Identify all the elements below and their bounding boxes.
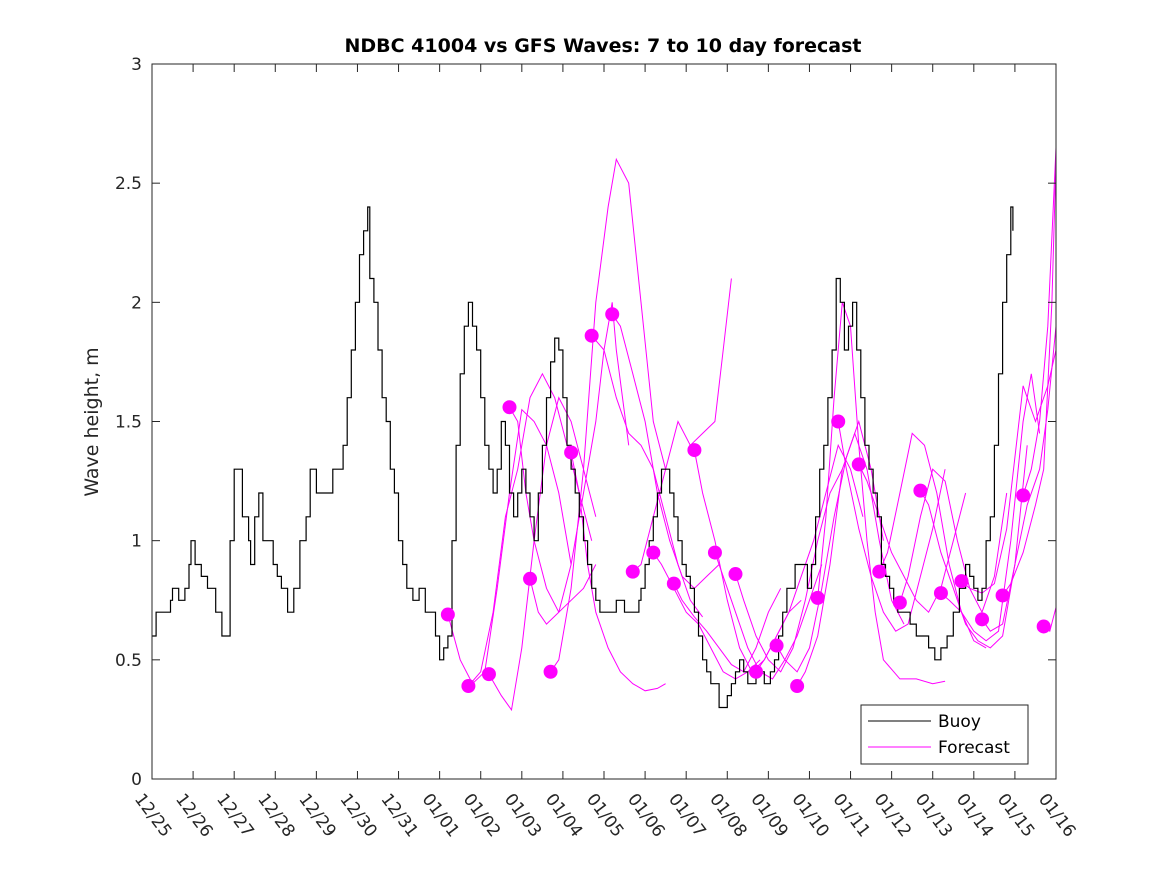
forecast-marker <box>769 638 784 653</box>
forecast-marker <box>810 590 825 605</box>
forecast-marker <box>975 612 990 627</box>
forecast-line <box>919 445 1028 649</box>
forecast-marker <box>687 443 702 458</box>
forecast-line <box>735 468 843 673</box>
forecast-line <box>714 552 823 680</box>
forecast-line <box>550 157 667 673</box>
buoy-line <box>152 206 1014 709</box>
buoy-series <box>152 206 1014 709</box>
forecast-marker <box>851 457 866 472</box>
forecast-marker <box>707 545 722 560</box>
forecast-line <box>817 302 946 685</box>
forecast-marker <box>913 483 928 498</box>
forecast-marker <box>954 574 969 589</box>
forecast-line <box>652 552 761 680</box>
y-tick-label: 2.5 <box>115 174 142 194</box>
forecast-marker <box>461 679 476 694</box>
y-axis-label: Wave height, m <box>81 347 103 496</box>
forecast-marker <box>1036 619 1051 634</box>
forecast-marker <box>728 567 743 582</box>
forecast-marker <box>1016 488 1031 503</box>
forecast-markers <box>440 307 1051 694</box>
forecast-marker <box>543 664 558 679</box>
chart-title: NDBC 41004 vs GFS Waves: 7 to 10 day for… <box>344 35 861 57</box>
forecast-line <box>899 468 1008 614</box>
forecast-marker <box>523 571 538 586</box>
forecast-marker <box>872 564 887 579</box>
forecast-marker <box>584 328 599 343</box>
forecast-line <box>1022 147 1057 496</box>
forecast-marker <box>790 679 805 694</box>
forecast-line <box>837 421 946 632</box>
forecast-line <box>509 406 597 614</box>
forecast-marker <box>625 564 640 579</box>
legend-buoy-label: Buoy <box>938 712 981 732</box>
forecast-line <box>632 278 732 572</box>
y-tick-label: 1 <box>131 532 142 552</box>
forecast-marker <box>831 414 846 429</box>
forecast-line <box>673 583 782 673</box>
forecast-marker <box>666 576 681 591</box>
y-axis: 0 0.5 1 1.5 2 2.5 3 <box>115 55 1056 790</box>
y-tick-label: 0 <box>131 770 142 790</box>
forecast-marker <box>995 588 1010 603</box>
forecast-marker <box>646 545 661 560</box>
legend-box <box>860 704 1029 765</box>
forecast-marker <box>440 607 455 622</box>
forecast-line <box>858 464 967 614</box>
y-tick-label: 1.5 <box>115 413 142 433</box>
legend: Buoy Forecast <box>860 704 1029 765</box>
forecast-marker <box>564 445 579 460</box>
forecast-marker <box>605 307 620 322</box>
forecast-marker <box>933 586 948 601</box>
forecast-marker <box>892 595 907 610</box>
forecast-marker <box>502 400 517 415</box>
legend-forecast-label: Forecast <box>938 738 1010 758</box>
forecast-marker <box>481 667 496 682</box>
forecast-line <box>611 314 720 589</box>
forecast-line <box>961 349 1057 594</box>
forecast-lines <box>447 147 1057 712</box>
forecast-marker <box>749 664 764 679</box>
y-tick-label: 0.5 <box>115 651 142 671</box>
y-tick-label: 3 <box>131 55 142 75</box>
forecast-line <box>591 335 704 618</box>
y-tick-label: 2 <box>131 293 142 313</box>
